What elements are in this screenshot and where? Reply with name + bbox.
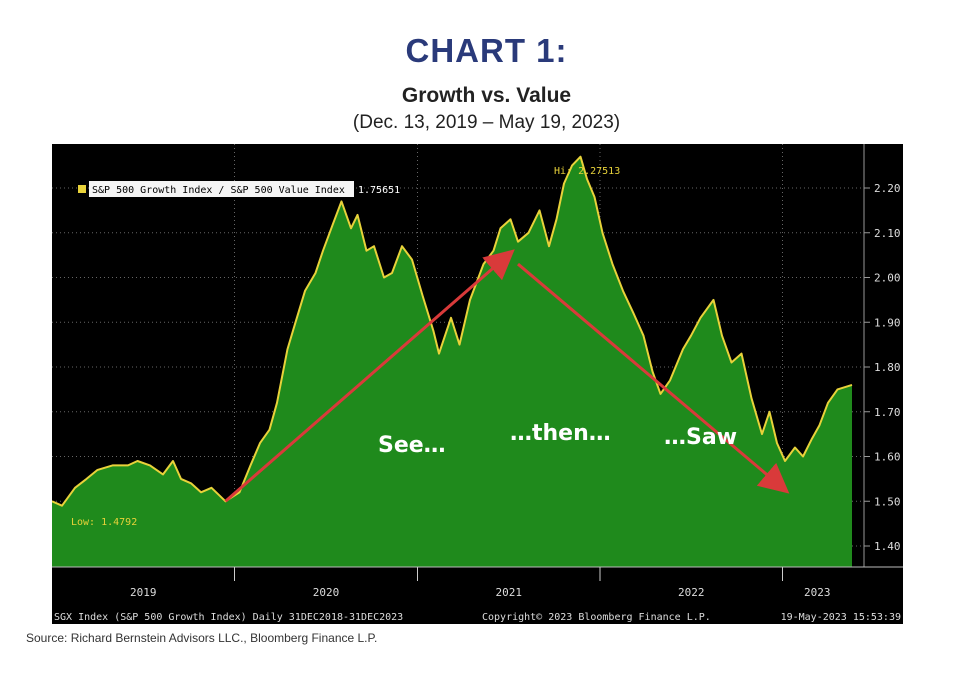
year-label: 2021 (496, 586, 523, 599)
chart-title: Growth vs. Value (401, 84, 572, 107)
y-tick-label: 2.00 (874, 272, 901, 285)
y-tick-label: 1.90 (874, 316, 901, 329)
footer-left: SGX Index (S&P 500 Growth Index) Daily 3… (54, 612, 403, 623)
legend-value: 1.75651 (358, 185, 400, 196)
y-tick-label: 1.60 (874, 451, 901, 464)
trend-arrows (224, 249, 790, 503)
y-tick-label: 1.80 (874, 361, 901, 374)
y-tick-label: 1.50 (874, 495, 901, 508)
chart-legend: S&P 500 Growth Index / S&P 500 Value Ind… (78, 181, 400, 197)
annotation-saw: …Saw (664, 425, 737, 450)
legend-swatch (78, 185, 86, 193)
high-label: Hi: 2.27513 (554, 166, 620, 177)
footer-center: Copyright© 2023 Bloomberg Finance L.P. (482, 612, 711, 623)
series-line (51, 155, 853, 507)
chart-canvas: 2.20 2.10 2.00 1.90 1.80 1.70 1.60 1.50 1.40 201… (51, 144, 903, 624)
trend-arrow (224, 249, 515, 503)
bloomberg-chart: 2.20 2.10 2.00 1.90 1.80 1.70 1.60 1.50 1.40 201… (51, 144, 903, 624)
annotation-see: See… (378, 433, 446, 458)
legend-box (89, 181, 354, 197)
y-tick-label: 1.70 (874, 406, 901, 419)
annotation-then: …then… (510, 421, 611, 446)
low-label: Low: 1.4792 (71, 517, 137, 528)
source-note: Source: Richard Bernstein Advisors LLC.,… (26, 631, 378, 645)
year-label: 2022 (678, 586, 705, 599)
year-label: 2019 (130, 586, 157, 599)
year-label: 2023 (804, 586, 831, 599)
chart-subtitle: (Dec. 13, 2019 – May 19, 2023) (352, 112, 621, 133)
y-tick-label: 2.20 (874, 182, 901, 195)
legend-label: S&P 500 Growth Index / S&P 500 Value Ind… (92, 185, 345, 196)
chart-heading: CHART 1: (405, 32, 568, 69)
year-label: 2020 (313, 586, 340, 599)
footer-right: 19-May-2023 15:53:39 (781, 612, 901, 623)
x-axis-years: 2019 2020 2021 2022 2023 (130, 567, 831, 599)
trend-arrow (517, 262, 790, 494)
y-tick-label: 1.40 (874, 540, 901, 553)
y-axis: 2.20 2.10 2.00 1.90 1.80 1.70 1.60 1.50 1.40 (863, 144, 901, 567)
y-tick-label: 2.10 (874, 227, 901, 240)
